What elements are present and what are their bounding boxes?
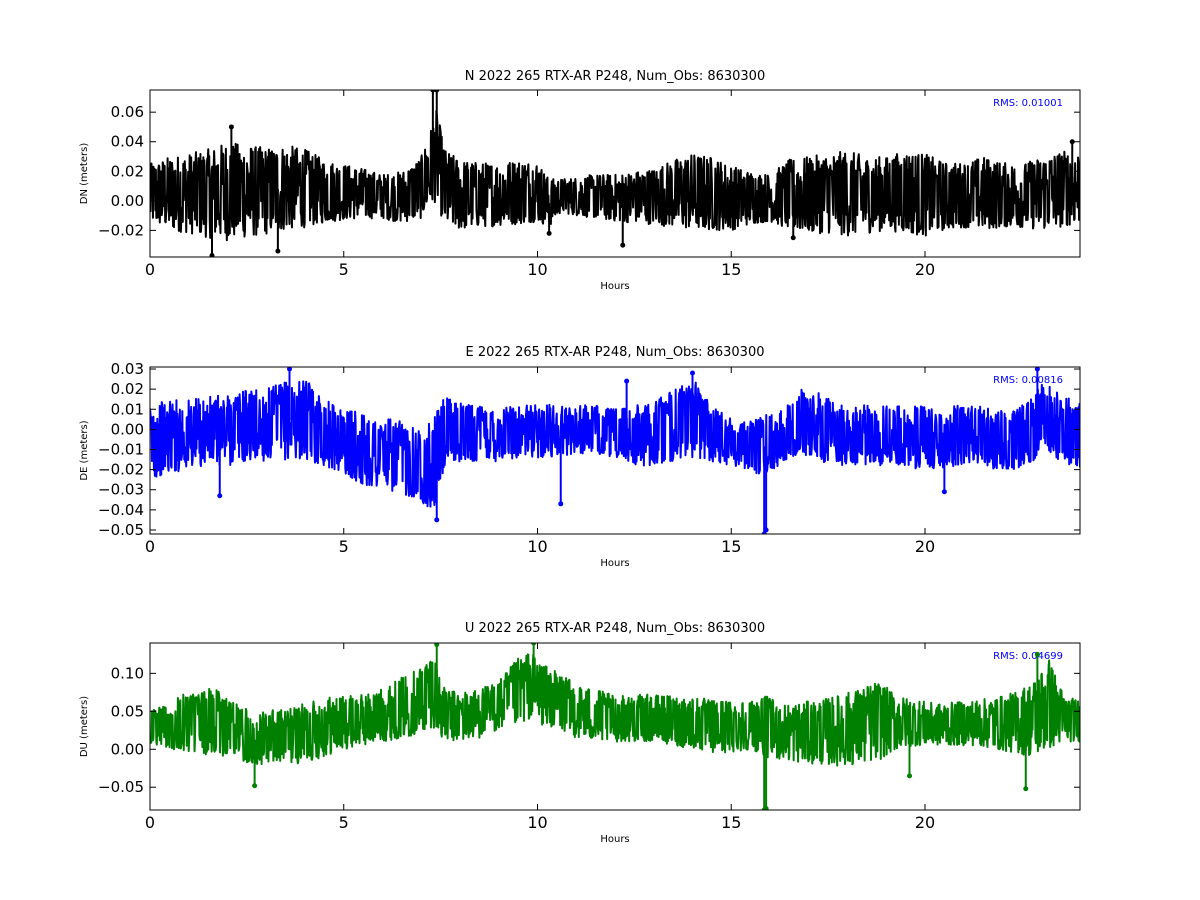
u-panel-spike-point: [763, 805, 769, 810]
n-panel-xtick-label: 15: [721, 260, 741, 279]
e-panel-ylabel: DE (meters): [79, 420, 90, 480]
u-panel-ytick-label: 0.10: [111, 664, 144, 682]
n-panel-spike-point: [275, 248, 281, 254]
e-panel-xtick-label: 10: [527, 537, 547, 556]
n-panel-spike-point: [620, 242, 626, 248]
e-panel-ytick-label: −0.03: [98, 481, 144, 499]
e-panel-xlabel: Hours: [600, 558, 629, 569]
e-panel-xtick-label: 15: [721, 537, 741, 556]
u-panel-spike-point: [434, 643, 440, 648]
n-panel-xlabel: Hours: [600, 281, 629, 292]
n-panel-trace: [150, 110, 1080, 242]
n-panel-spike-point: [228, 124, 234, 130]
n-panel-xtick-label: 20: [915, 260, 935, 279]
u-panel: U 2022 265 RTX-AR P248, Num_Obs: 8630300…: [79, 621, 1081, 845]
u-panel-spike-point: [531, 643, 537, 646]
e-panel-spike-point: [690, 370, 695, 376]
e-panel-frame: [149, 366, 1081, 535]
e-panel-spike-point: [217, 493, 223, 499]
n-panel-xtick-label: 0: [145, 260, 155, 279]
u-panel-xlabel: Hours: [600, 834, 629, 845]
e-panel: E 2022 265 RTX-AR P248, Num_Obs: 8630300…: [79, 345, 1081, 569]
n-panel-ytick-label: 0.02: [111, 162, 144, 180]
e-panel-spike-point: [624, 378, 630, 384]
n-panel: N 2022 265 RTX-AR P248, Num_Obs: 8630300…: [79, 69, 1081, 292]
u-panel-series: [150, 643, 1080, 810]
e-panel-series: [150, 367, 1080, 534]
u-panel-ylabel: DU (meters): [79, 696, 90, 757]
e-panel-spike-point: [287, 367, 292, 372]
n-panel-title: N 2022 265 RTX-AR P248, Num_Obs: 8630300: [465, 69, 765, 84]
u-panel-xtick-label: 5: [339, 813, 349, 832]
n-panel-spike-point: [546, 230, 552, 236]
u-panel-ytick-label: −0.05: [98, 778, 144, 796]
u-panel-rms: RMS: 0.04699: [993, 651, 1063, 662]
e-panel-ytick-label: −0.01: [98, 440, 144, 458]
e-panel-xtick-label: 20: [915, 537, 935, 556]
u-panel-xtick-label: 15: [721, 813, 741, 832]
n-panel-xtick-label: 5: [339, 260, 349, 279]
e-panel-ytick-label: 0.00: [111, 420, 144, 438]
e-panel-spike-point: [558, 501, 564, 507]
n-panel-series: [150, 90, 1080, 257]
e-panel-trace: [150, 380, 1080, 508]
u-panel-trace: [150, 653, 1080, 767]
n-panel-spike-point: [790, 235, 796, 241]
u-panel-xtick-label: 0: [145, 813, 155, 832]
e-panel-ytick-label: 0.01: [111, 400, 144, 418]
e-panel-spike-point: [1034, 367, 1040, 372]
e-panel-spike-point: [434, 517, 440, 523]
n-panel-ytick-label: 0.00: [111, 192, 144, 210]
u-panel-spike-point: [907, 773, 912, 779]
u-panel-frame: [149, 642, 1081, 811]
u-panel-title: U 2022 265 RTX-AR P248, Num_Obs: 8630300: [465, 621, 765, 636]
n-panel-rms: RMS: 0.01001: [993, 98, 1063, 109]
e-panel-ytick-label: 0.02: [111, 380, 144, 398]
e-panel-ytick-label: −0.02: [98, 461, 144, 479]
u-panel-xtick-label: 10: [527, 813, 547, 832]
e-panel-spike-point: [763, 527, 769, 533]
u-panel-spike-point: [1023, 786, 1029, 792]
n-panel-ytick-label: 0.04: [111, 133, 144, 151]
e-panel-rms: RMS: 0.00816: [993, 375, 1063, 386]
u-panel-ytick-label: 0.00: [111, 740, 144, 758]
e-panel-xtick-label: 5: [339, 537, 349, 556]
n-panel-spike-point: [430, 90, 436, 93]
n-panel-ytick-label: −0.02: [98, 221, 144, 239]
n-panel-ytick-label: 0.06: [111, 103, 144, 121]
n-panel-ylabel: DN (meters): [79, 143, 90, 205]
e-panel-ytick-label: −0.05: [98, 521, 144, 539]
e-panel-title: E 2022 265 RTX-AR P248, Num_Obs: 8630300: [466, 345, 765, 360]
n-panel-frame: [149, 89, 1081, 258]
e-panel-ytick-label: 0.03: [111, 360, 144, 378]
e-panel-ytick-label: −0.04: [98, 501, 144, 519]
e-panel-xtick-label: 0: [145, 537, 155, 556]
u-panel-spike-point: [252, 783, 258, 789]
e-panel-spike-point: [941, 489, 947, 495]
n-panel-spike-point: [1069, 139, 1075, 145]
u-panel-xtick-label: 20: [915, 813, 935, 832]
n-panel-xtick-label: 10: [527, 260, 547, 279]
n-panel-spike-point: [434, 90, 440, 93]
u-panel-ytick-label: 0.05: [111, 702, 144, 720]
n-panel-spike-point: [209, 253, 215, 257]
u-panel-spike-point: [1034, 651, 1040, 657]
